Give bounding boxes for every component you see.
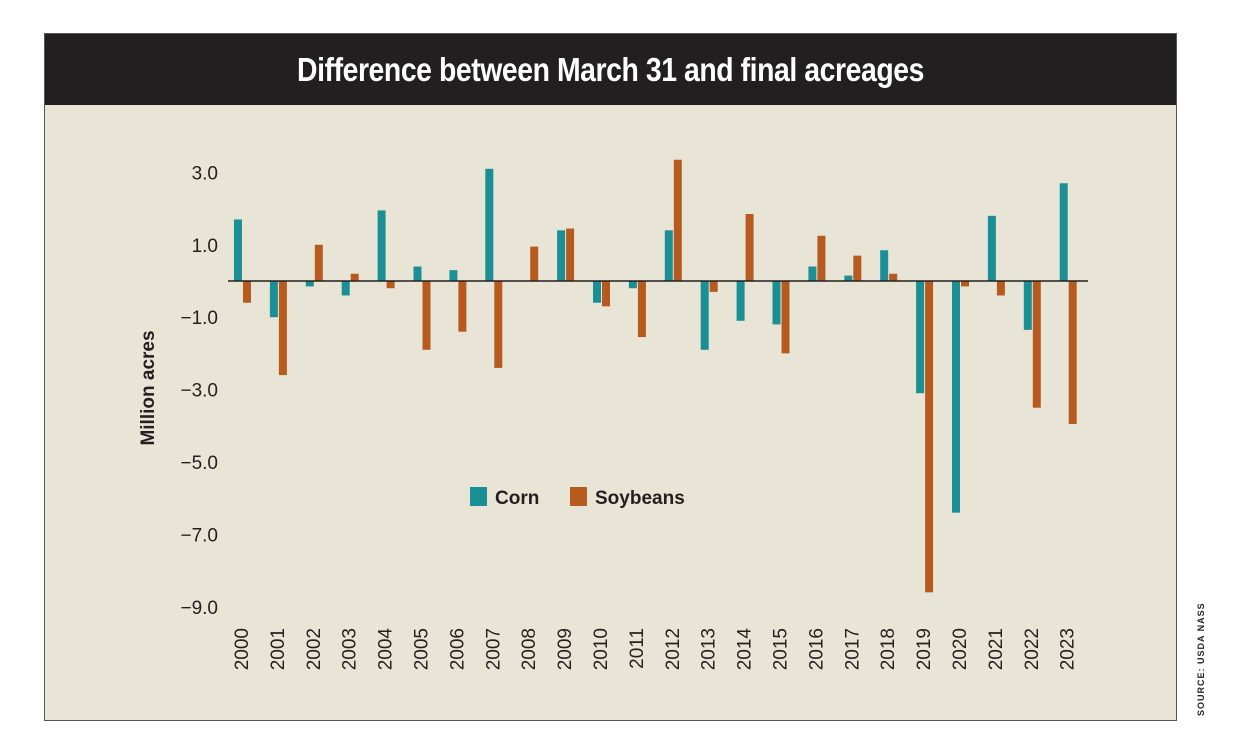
x-tick-label: 2011	[627, 628, 648, 669]
bar-corn-2018	[880, 250, 889, 281]
bar-corn-2021	[987, 215, 996, 281]
x-tick-label: 2015	[771, 628, 792, 670]
bar-soybeans-2017	[853, 255, 862, 281]
bar-corn-2006	[449, 270, 458, 281]
bar-corn-2013	[700, 281, 709, 350]
x-tick-label: 2003	[340, 628, 361, 670]
x-tick-label: 2004	[376, 628, 397, 671]
bar-soybeans-2014	[745, 214, 754, 281]
x-tick-label: 2014	[735, 628, 756, 671]
bar-soybeans-2006	[458, 281, 467, 332]
bar-corn-2022	[1023, 281, 1032, 330]
bar-soybeans-2020	[961, 281, 969, 287]
bar-corn-2003	[341, 281, 350, 296]
x-tick-label: 2019	[914, 628, 935, 670]
bar-corn-2009	[557, 230, 566, 281]
bar-corn-2004	[377, 210, 386, 281]
y-tick-label: −3.0	[180, 381, 218, 402]
bar-soybeans-2023	[1068, 281, 1077, 424]
bar-soybeans-2012	[673, 159, 682, 281]
x-tick-label: 2016	[806, 628, 827, 670]
bar-corn-2011	[628, 281, 637, 289]
x-tick-label: 2010	[591, 628, 612, 670]
x-tick-label: 2007	[483, 628, 504, 670]
bar-corn-2005	[413, 266, 422, 281]
bar-soybeans-2010	[602, 281, 610, 307]
bar-soybeans-2018	[889, 273, 898, 281]
bar-corn-2020	[952, 281, 960, 513]
bar-soybeans-2001	[278, 281, 287, 376]
x-tick-label: 2021	[986, 628, 1007, 670]
y-axis-label: Million acres	[138, 330, 159, 445]
legend-swatch-soybeans	[570, 487, 587, 506]
y-tick-label: −1.0	[180, 308, 218, 329]
x-tick-label: 2018	[878, 628, 899, 670]
legend: Corn Soybeans	[470, 487, 685, 509]
bar-soybeans-2008	[530, 246, 539, 281]
x-tick-label: 2022	[1022, 628, 1043, 670]
bar-corn-2012	[664, 230, 673, 281]
bar-soybeans-2007	[494, 281, 503, 368]
x-tick-label: 2008	[519, 628, 540, 670]
bar-soybeans-2016	[817, 235, 826, 281]
x-tick-label: 2000	[232, 628, 253, 670]
x-tick-label: 2005	[412, 628, 433, 670]
bars-group	[234, 159, 1077, 593]
bar-corn-2007	[485, 168, 494, 281]
bar-corn-2010	[593, 281, 601, 303]
bar-corn-2014	[736, 281, 745, 321]
source-text: SOURCE: USDA NASS	[1196, 602, 1206, 716]
bar-soybeans-2000	[243, 281, 251, 303]
bar-soybeans-2009	[566, 228, 575, 281]
legend-label-corn: Corn	[495, 488, 539, 509]
x-tick-label: 2023	[1058, 628, 1079, 670]
legend-swatch-corn	[470, 487, 487, 506]
bar-soybeans-2011	[637, 281, 646, 338]
bar-soybeans-2019	[925, 281, 934, 593]
x-tick-label: 2001	[268, 628, 289, 670]
y-tick-label: 3.0	[192, 163, 218, 184]
title-bar: Difference between March 31 and final ac…	[45, 34, 1176, 105]
x-tick-label: 2002	[304, 628, 325, 670]
y-tick-label: −7.0	[180, 525, 218, 546]
bar-corn-2017	[844, 275, 853, 281]
bar-soybeans-2002	[314, 244, 323, 281]
legend-label-soybeans: Soybeans	[595, 488, 685, 509]
source-note: SOURCE: USDA NASS	[1196, 602, 1206, 716]
bar-corn-2001	[269, 281, 278, 318]
bar-soybeans-2003	[350, 273, 359, 281]
bar-corn-2016	[808, 266, 817, 281]
bar-soybeans-2021	[996, 281, 1005, 296]
x-tick-label: 2009	[555, 628, 576, 670]
x-tick-labels: 2000 2001 2002 2003 2004 2005 2006 2007 2008 2009…	[232, 628, 1079, 671]
y-tick-labels: 3.0 1.0 −1.0 −3.0 −5.0 −7.0 −9.0	[180, 163, 218, 618]
bar-soybeans-2013	[709, 281, 718, 292]
bar-corn-2000	[234, 219, 242, 281]
bar-corn-2019	[916, 281, 925, 394]
chart-title: Difference between March 31 and final ac…	[297, 50, 924, 88]
bar-corn-2023	[1059, 183, 1068, 281]
y-tick-label: −9.0	[180, 598, 218, 619]
x-tick-label: 2020	[950, 628, 971, 670]
bar-soybeans-2022	[1032, 281, 1041, 408]
chart-frame: Difference between March 31 and final ac…	[44, 33, 1177, 721]
x-tick-label: 2017	[842, 628, 863, 670]
bar-soybeans-2015	[781, 281, 790, 354]
bar-soybeans-2004	[386, 281, 395, 289]
y-tick-label: 1.0	[192, 236, 218, 257]
bar-corn-2015	[772, 281, 781, 325]
bar-corn-2002	[305, 281, 314, 287]
x-tick-label: 2013	[699, 628, 720, 670]
y-tick-label: −5.0	[180, 453, 218, 474]
x-tick-label: 2012	[663, 628, 684, 670]
x-tick-label: 2006	[447, 628, 468, 670]
bar-soybeans-2005	[422, 281, 431, 350]
